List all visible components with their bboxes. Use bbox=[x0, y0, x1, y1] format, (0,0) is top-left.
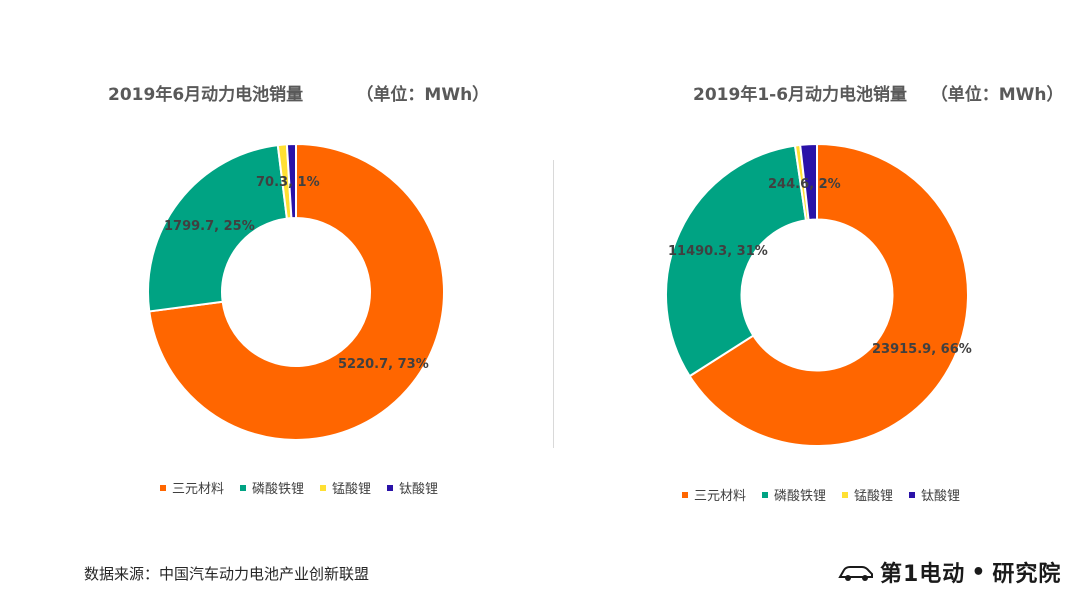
logo-brand: 第1电动 bbox=[880, 562, 966, 587]
data-label-1-1: 11490.3, 31% bbox=[668, 244, 768, 259]
legend-swatch-1-1 bbox=[762, 491, 769, 498]
legend-label-1-2: 锰酸锂 bbox=[854, 489, 894, 504]
legend-label-1-3: 钛酸锂 bbox=[921, 489, 961, 504]
legend-swatch-0-1 bbox=[240, 484, 247, 491]
legend-label-0-0: 三元材料 bbox=[172, 482, 225, 497]
donut-chart-right: 23915.9, 66% 11490.3, 31% 244.6, 2% bbox=[665, 142, 972, 447]
car-icon bbox=[838, 566, 873, 581]
legend-item-0-0: 三元材料 bbox=[160, 478, 224, 497]
legend-item-0-1: 磷酸铁锂 bbox=[240, 478, 304, 497]
legend-left: 三元材料 磷酸铁锂 锰酸锂 钛酸锂 bbox=[160, 478, 438, 497]
legend-label-1-1: 磷酸铁锂 bbox=[774, 489, 827, 504]
divider bbox=[553, 160, 554, 448]
donut-chart-left: 5220.7, 73% 1799.7, 25% 70.3, 1% bbox=[147, 142, 445, 441]
legend-right: 三元材料 磷酸铁锂 锰酸锂 钛酸锂 bbox=[682, 485, 960, 504]
legend-item-1-2: 锰酸锂 bbox=[842, 485, 893, 504]
legend-swatch-0-3 bbox=[387, 484, 394, 491]
chart-title-left: 2019年6月动力电池销量 （单位：MWh） bbox=[108, 85, 490, 105]
data-label-0-1: 1799.7, 25% bbox=[164, 219, 255, 234]
legend-swatch-0-2 bbox=[320, 484, 327, 491]
legend-item-1-3: 钛酸锂 bbox=[909, 485, 960, 504]
legend-swatch-1-3 bbox=[909, 491, 916, 498]
legend-label-0-2: 锰酸锂 bbox=[332, 482, 372, 497]
chart-title-right: 2019年1-6月动力电池销量 （单位：MWh） bbox=[693, 85, 1064, 105]
legend-swatch-1-2 bbox=[842, 491, 849, 498]
data-label-1-3: 244.6, 2% bbox=[768, 177, 841, 192]
data-label-0-3: 70.3, 1% bbox=[256, 175, 320, 190]
donut-slice-1-0 bbox=[688, 142, 969, 447]
legend-label-1-0: 三元材料 bbox=[694, 489, 747, 504]
legend-swatch-0-0 bbox=[160, 484, 166, 491]
legend-label-0-3: 钛酸锂 bbox=[399, 482, 439, 497]
data-label-1-0: 23915.9, 66% bbox=[872, 342, 972, 357]
donut-slice-1-3 bbox=[799, 142, 818, 222]
logo-suffix: 研究院 bbox=[992, 562, 1062, 587]
donut-slice-0-0 bbox=[148, 142, 445, 441]
legend-item-0-3: 钛酸锂 bbox=[387, 478, 438, 497]
legend-item-1-0: 三元材料 bbox=[682, 485, 746, 504]
legend-label-0-1: 磷酸铁锂 bbox=[252, 482, 305, 497]
logo-separator: • bbox=[971, 559, 987, 585]
brand-logo: 第1电动 • 研究院 bbox=[838, 556, 1061, 588]
donut-slice-0-1 bbox=[147, 144, 289, 313]
data-label-0-0: 5220.7, 73% bbox=[338, 357, 429, 372]
legend-item-1-1: 磷酸铁锂 bbox=[762, 485, 826, 504]
legend-item-0-2: 锰酸锂 bbox=[320, 478, 371, 497]
legend-swatch-1-0 bbox=[682, 491, 688, 498]
donut-slice-0-3 bbox=[285, 142, 297, 220]
donut-slice-1-1 bbox=[665, 144, 808, 378]
data-source: 数据来源：中国汽车动力电池产业创新联盟 bbox=[84, 565, 370, 583]
